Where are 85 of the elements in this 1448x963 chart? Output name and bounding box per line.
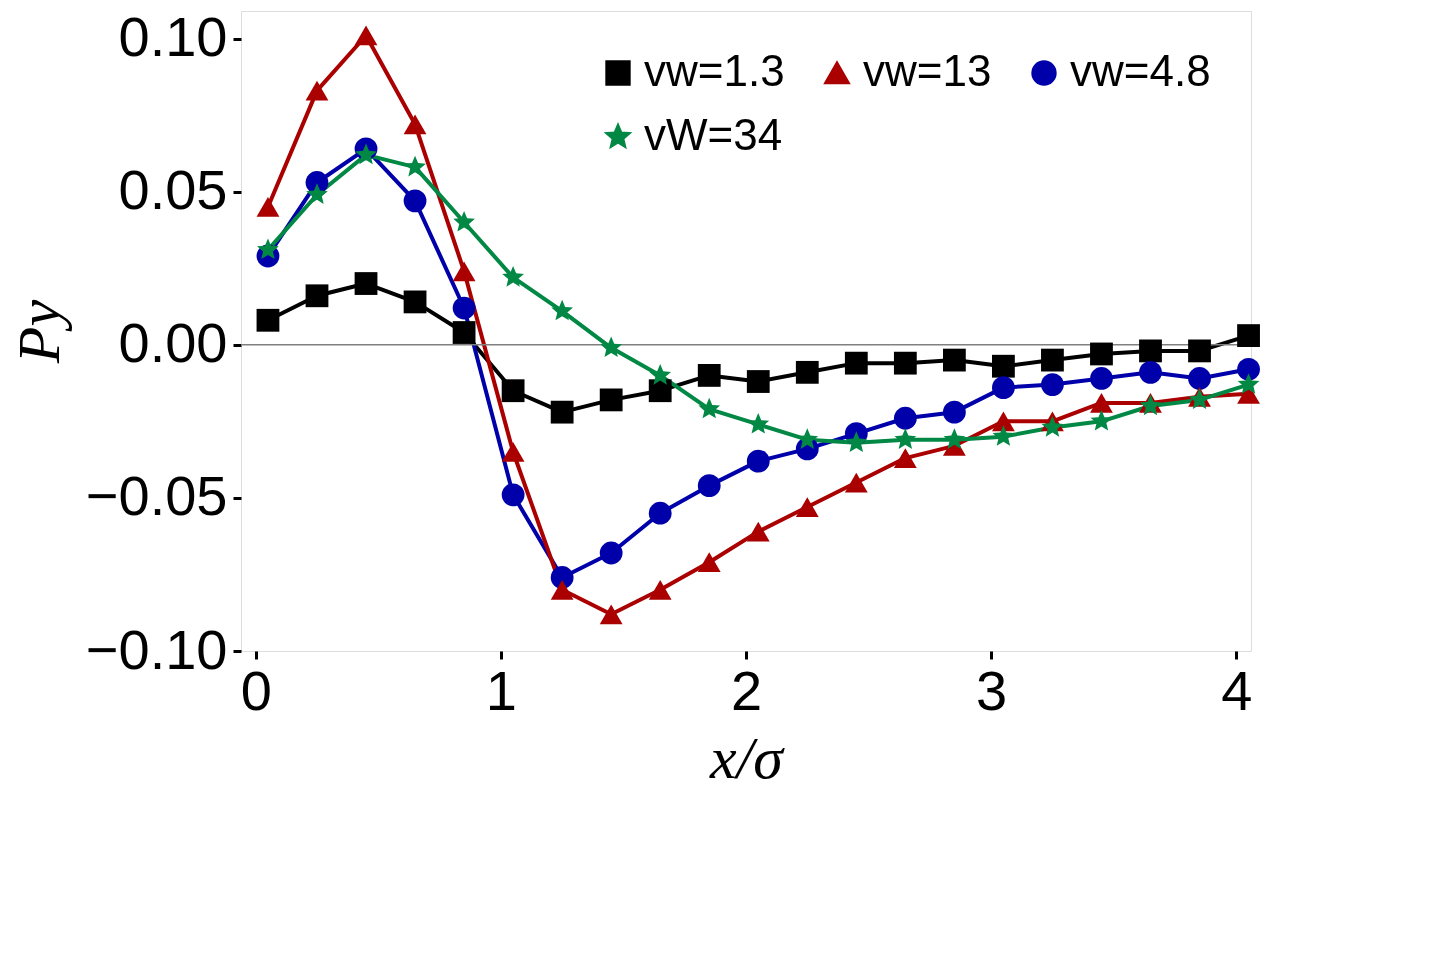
point xyxy=(648,379,672,403)
point xyxy=(796,428,819,449)
x-tick-label: 4 xyxy=(1221,658,1253,722)
legend-label: vw=1.3 xyxy=(644,46,785,95)
point xyxy=(844,472,868,493)
point xyxy=(403,114,427,135)
x-tick-label: 2 xyxy=(730,658,763,722)
point xyxy=(746,370,770,393)
point xyxy=(550,579,574,600)
point xyxy=(355,143,377,165)
x-axis-title: x/σ xyxy=(709,724,786,791)
point xyxy=(600,336,623,358)
point xyxy=(1041,348,1064,372)
point xyxy=(698,397,721,419)
x-tick-label: 1 xyxy=(485,658,517,722)
point xyxy=(746,449,770,473)
point xyxy=(256,197,280,217)
point xyxy=(452,261,476,282)
point xyxy=(893,351,917,375)
point xyxy=(697,552,721,573)
legend-label: vW=34 xyxy=(644,110,783,159)
legend-label: vw=13 xyxy=(863,46,992,95)
y-tick-label: −0.10 xyxy=(85,617,228,681)
point xyxy=(942,400,966,424)
point xyxy=(256,308,280,332)
point xyxy=(452,321,476,344)
point xyxy=(305,80,329,101)
point xyxy=(354,272,378,295)
point xyxy=(648,579,672,600)
point xyxy=(501,442,525,462)
point xyxy=(1188,367,1211,390)
point xyxy=(1090,367,1113,390)
point xyxy=(550,400,574,424)
y-tick-label: 0.00 xyxy=(118,311,228,375)
point xyxy=(453,210,475,232)
point xyxy=(844,351,868,375)
point xyxy=(1237,373,1260,394)
point xyxy=(403,189,427,213)
point xyxy=(942,348,966,372)
point xyxy=(648,501,672,525)
point xyxy=(1090,393,1113,413)
point xyxy=(943,428,966,449)
point xyxy=(452,296,476,320)
point xyxy=(1041,416,1064,437)
point xyxy=(1139,360,1162,384)
point xyxy=(306,183,328,204)
point xyxy=(992,411,1015,432)
point xyxy=(1237,324,1260,347)
point xyxy=(795,497,819,517)
point xyxy=(795,360,819,384)
point xyxy=(599,604,623,625)
point xyxy=(1237,357,1260,381)
point xyxy=(403,290,427,314)
point xyxy=(845,431,868,452)
point xyxy=(404,155,426,177)
point xyxy=(893,448,917,468)
y-axis-title: Py xyxy=(5,299,72,365)
point xyxy=(1139,339,1162,363)
point xyxy=(992,425,1015,446)
point xyxy=(551,299,573,321)
y-tick-label: −0.05 xyxy=(85,464,228,528)
y-tick-label: 0.05 xyxy=(118,158,228,222)
point xyxy=(697,364,721,387)
point xyxy=(599,541,623,565)
point xyxy=(992,376,1015,400)
point xyxy=(649,364,672,385)
point xyxy=(501,483,525,507)
point xyxy=(305,284,329,308)
point xyxy=(1090,342,1113,366)
point xyxy=(893,406,917,430)
point xyxy=(354,25,378,46)
point xyxy=(746,521,770,542)
y-tick-label: 0.10 xyxy=(118,5,228,69)
point xyxy=(257,238,279,260)
x-tick-label: 3 xyxy=(976,658,1008,722)
point xyxy=(501,379,525,403)
point xyxy=(1188,339,1211,363)
x-tick-label: 0 xyxy=(240,658,272,722)
point xyxy=(599,388,623,412)
point xyxy=(697,474,721,498)
point xyxy=(1041,373,1064,396)
point xyxy=(992,354,1015,378)
legend-label: vw=4.8 xyxy=(1070,46,1211,95)
point xyxy=(894,428,917,449)
point xyxy=(502,266,524,287)
